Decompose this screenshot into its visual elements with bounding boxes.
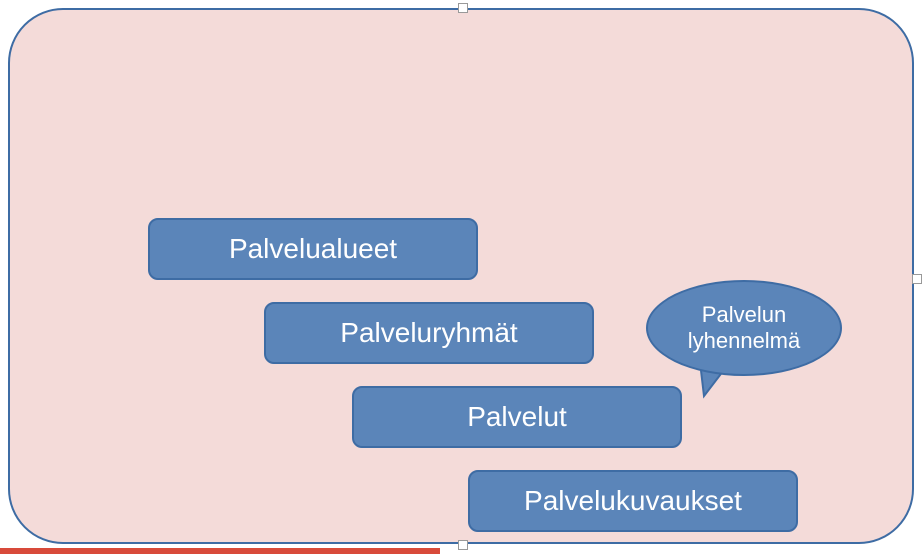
speech-bubble-tail: [0, 0, 923, 554]
bottom-accent: [0, 548, 440, 554]
selection-handle-bottom[interactable]: [458, 540, 468, 550]
speech-line1: Palvelun: [688, 302, 801, 328]
speech-bubble-text: Palvelun lyhennelmä: [688, 302, 801, 355]
speech-bubble: Palvelun lyhennelmä: [646, 280, 842, 376]
speech-line2: lyhennelmä: [688, 328, 801, 354]
selection-handle-right[interactable]: [912, 274, 922, 284]
selection-handle-top[interactable]: [458, 3, 468, 13]
